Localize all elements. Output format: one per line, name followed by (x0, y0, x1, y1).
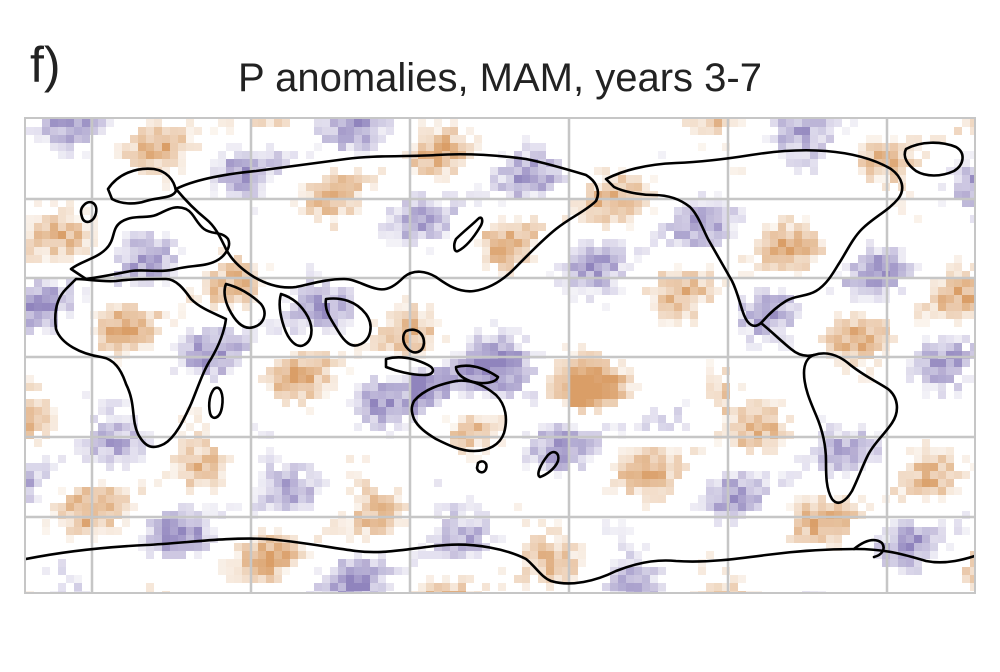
se-asia-coastline (324, 297, 372, 347)
new-guinea-coastline (454, 364, 500, 385)
australia-coastline (410, 379, 508, 453)
india-coastline (278, 292, 313, 348)
gridlines (26, 119, 974, 592)
north-america-coastline (604, 148, 904, 328)
antarctica-coastline (26, 537, 974, 585)
arabia-coastline (223, 282, 266, 330)
borneo-coastline (401, 328, 426, 354)
map-title: P anomalies, MAM, years 3-7 (238, 56, 762, 100)
japan-coastline (452, 216, 484, 253)
uk-coastline (79, 200, 98, 224)
europe-coastline (69, 205, 231, 281)
map-frame (24, 117, 976, 594)
south-america-coastline (802, 352, 899, 504)
greenland-coastline (903, 141, 964, 177)
anomaly-field (26, 119, 974, 592)
coastlines (26, 141, 974, 585)
new-zealand-coastline (537, 450, 560, 479)
precip-anomaly-map (26, 119, 974, 592)
central-america-coastline (759, 321, 816, 358)
madagascar-coastline (207, 386, 224, 420)
indonesia-coastline (384, 356, 435, 377)
antarctic-peninsula-coastline (852, 538, 885, 559)
eurasia-north-coastline (174, 152, 600, 293)
tasmania-coastline (475, 460, 488, 474)
africa-coastline (54, 277, 228, 449)
panel-label: f) (30, 37, 61, 93)
